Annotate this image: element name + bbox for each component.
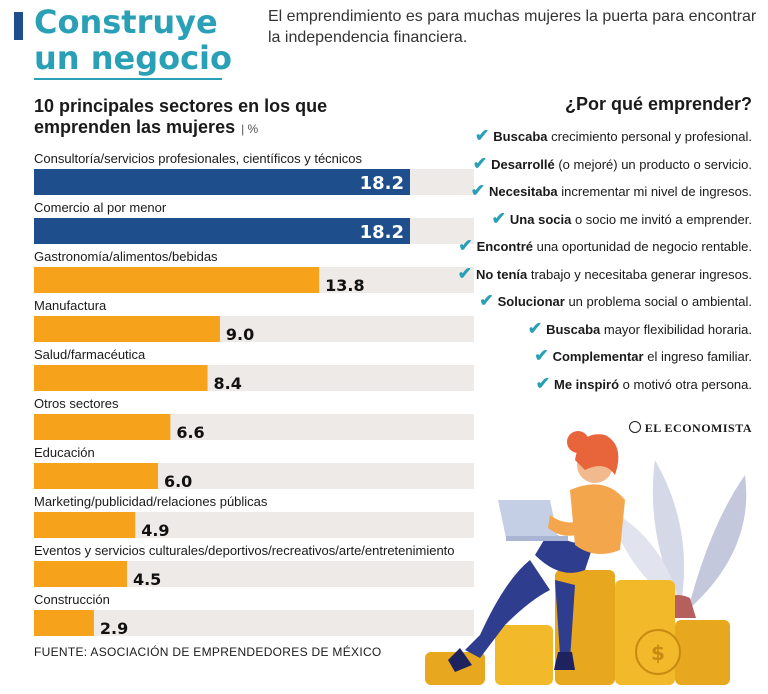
page-title-line1: Construye <box>34 3 218 41</box>
value-label: 9.0 <box>226 325 254 344</box>
reason-text: crecimiento personal y profesional. <box>547 129 752 144</box>
checkmark-icon: ✔ <box>472 153 488 173</box>
reason-item: ✔ Solucionar un problema social o ambient… <box>332 291 752 310</box>
category-label: Eventos y servicios culturales/deportivo… <box>34 543 455 558</box>
reason-item: ✔ Necesitaba incrementar mi nivel de ingr… <box>332 181 752 200</box>
svg-text:$: $ <box>651 641 665 665</box>
chart-heading: 10 principales sectores en los que empre… <box>34 96 327 140</box>
value-label: 8.4 <box>214 374 242 393</box>
checkmark-icon: ✔ <box>535 373 551 393</box>
coin-stacks: $ <box>425 570 730 685</box>
checkmark-icon: ✔ <box>475 126 490 145</box>
reason-keyword: No tenía <box>475 266 528 282</box>
reason-text: incrementar mi nivel de ingresos. <box>557 184 752 199</box>
chart-heading-line1: 10 principales sectores en los que <box>34 96 328 116</box>
reason-item: ✔ Complementar el ingreso familiar. <box>332 346 752 365</box>
category-label: Otros sectores <box>34 396 119 411</box>
reason-text: (o mejoré) un producto o servicio. <box>554 156 752 172</box>
value-label: 2.9 <box>100 619 128 638</box>
checkmark-icon: ✔ <box>527 318 543 338</box>
reason-item: ✔ Encontré una oportunidad de negocio ren… <box>332 236 752 255</box>
checkmark-icon: ✔ <box>470 181 485 200</box>
reason-text: mayor flexibilidad horaria. <box>600 321 752 337</box>
reason-item: ✔ Desarrollé (o mejoré) un producto o ser… <box>332 154 752 173</box>
bar <box>34 610 94 636</box>
source-note: FUENTE: ASOCIACIÓN DE EMPRENDEDORES DE M… <box>34 645 382 659</box>
reason-text: o motivó otra persona. <box>619 376 752 392</box>
bar <box>34 561 127 587</box>
reason-item: ✔ Buscaba crecimiento personal y profesio… <box>332 126 752 145</box>
brand-name: EL ECONOMISTA <box>644 421 752 435</box>
page-title-line2: un negocio <box>34 39 232 77</box>
checkmark-icon: ✔ <box>479 291 494 310</box>
reason-keyword: Complementar <box>552 349 644 364</box>
value-label: 6.6 <box>176 423 204 442</box>
checkmark-icon: ✔ <box>458 236 473 255</box>
chart-heading-line2: emprenden las mujeres | % <box>34 117 327 140</box>
bar <box>34 512 136 538</box>
page-subtitle: El emprendimiento es para muchas mujeres… <box>268 8 757 46</box>
reason-keyword: Encontré <box>476 239 533 254</box>
category-label: Gastronomía/alimentos/bebidas <box>34 249 218 264</box>
brand-logo: EL ECONOMISTA <box>628 421 752 436</box>
brand-mark-icon <box>628 421 641 433</box>
reason-text: o socio me invitó a emprender. <box>571 211 752 227</box>
bar <box>34 218 410 244</box>
value-label: 13.8 <box>325 276 364 295</box>
value-label: 6.0 <box>164 472 192 491</box>
reason-keyword: Desarrollé <box>491 156 555 172</box>
category-label: Manufactura <box>34 298 107 313</box>
bar <box>34 463 158 489</box>
category-label: Construcción <box>34 592 110 607</box>
category-label: Educación <box>34 445 95 460</box>
reason-text: un problema social o ambiental. <box>564 294 752 309</box>
chart-unit: | % <box>241 122 259 136</box>
bar-track <box>34 610 474 636</box>
bar <box>34 414 171 440</box>
chart-heading-line2-text: emprenden las mujeres <box>34 117 236 137</box>
reason-text: trabajo y necesitaba generar ingresos. <box>527 266 752 282</box>
title-accent-bar <box>14 12 23 40</box>
checkmark-icon: ✔ <box>534 346 549 365</box>
reasons-title: ¿Por qué emprender? <box>564 94 752 114</box>
category-label: Marketing/publicidad/relaciones públicas <box>34 494 268 509</box>
reason-item: ✔ No tenía trabajo y necesitaba generar i… <box>332 264 752 283</box>
reason-keyword: Me inspiró <box>554 376 620 392</box>
reason-text: una oportunidad de negocio rentable. <box>532 239 752 254</box>
reason-text: el ingreso familiar. <box>643 349 752 364</box>
value-label: 4.5 <box>133 570 161 589</box>
reason-keyword: Buscaba <box>546 321 601 337</box>
bar <box>34 267 320 293</box>
value-label: 4.9 <box>141 521 169 540</box>
checkmark-icon: ✔ <box>457 263 472 283</box>
bar <box>34 316 220 342</box>
reason-item: ✔ Buscaba mayor flexibilidad horaria. <box>332 319 752 338</box>
woman-on-coins-illustration: $ <box>425 431 747 685</box>
reason-keyword: Una socia <box>509 211 572 227</box>
bar <box>34 169 410 195</box>
reasons-list: ✔ Buscaba crecimiento personal y profesio… <box>332 126 752 401</box>
reason-item: ✔ Una socia o socio me invitó a emprender… <box>332 209 752 228</box>
woman-figure <box>448 431 625 672</box>
checkmark-icon: ✔ <box>491 208 506 228</box>
value-label: 18.2 <box>360 222 404 243</box>
reason-keyword: Necesitaba <box>488 184 558 199</box>
bar <box>34 365 208 391</box>
category-label: Comercio al por menor <box>34 200 167 215</box>
value-label: 18.2 <box>360 173 404 194</box>
title-underline <box>34 78 222 80</box>
category-label: Salud/farmacéutica <box>34 347 146 362</box>
reason-keyword: Buscaba <box>493 129 548 144</box>
reason-keyword: Solucionar <box>497 294 565 309</box>
category-label: Consultoría/servicios profesionales, cie… <box>34 151 363 166</box>
reason-item: ✔ Me inspiró o motivó otra persona. <box>332 374 752 393</box>
